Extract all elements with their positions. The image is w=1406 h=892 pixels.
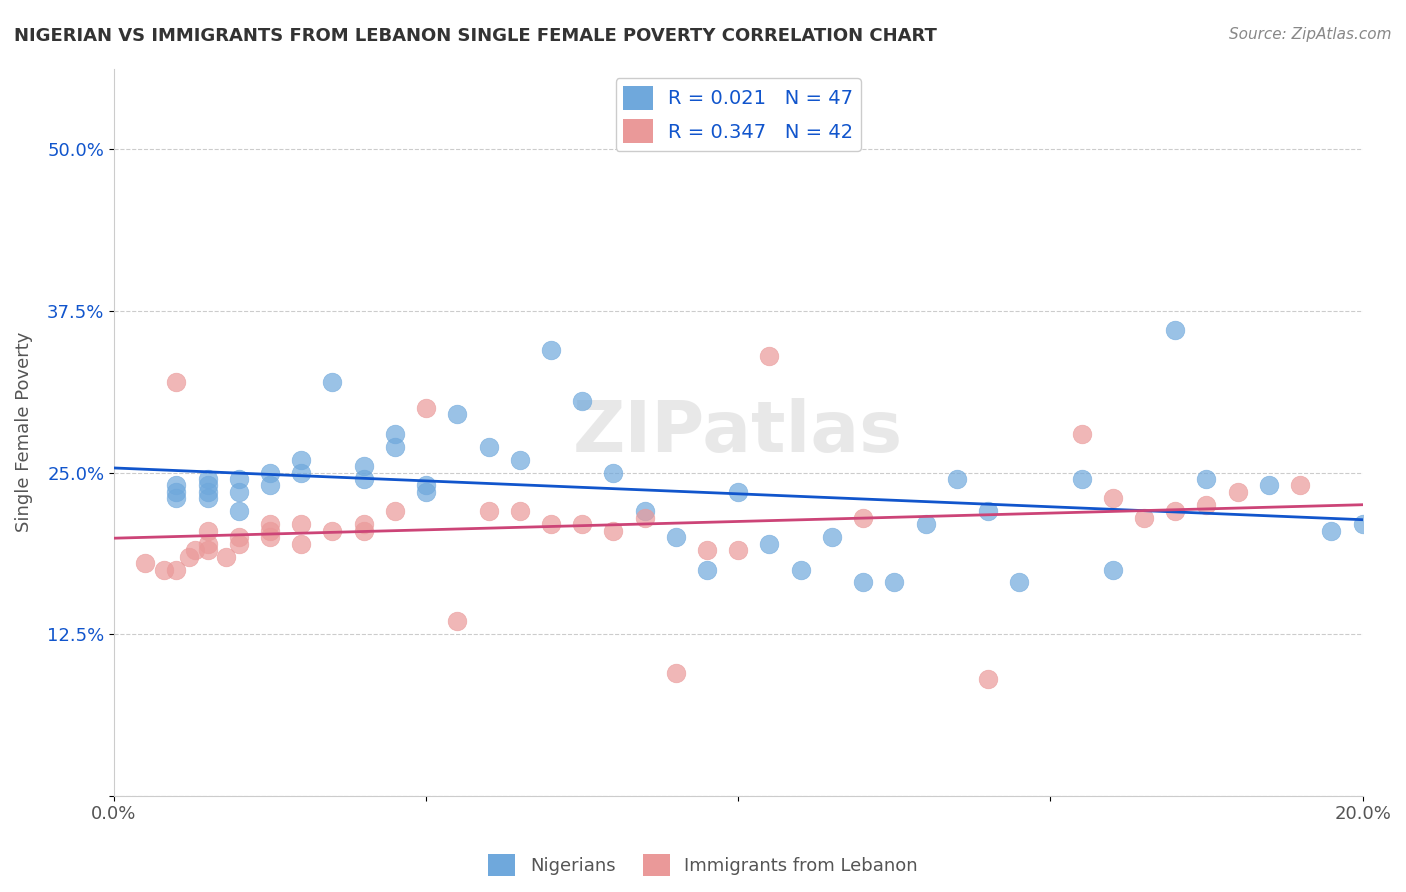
Point: [1070, 426, 1092, 441]
Point: [446, 614, 468, 628]
Point: [477, 440, 499, 454]
Point: [197, 478, 219, 492]
Point: [415, 401, 437, 415]
Point: [353, 472, 375, 486]
Point: [259, 524, 281, 538]
Point: [977, 673, 1000, 687]
Point: [665, 665, 688, 680]
Point: [852, 575, 875, 590]
Point: [197, 524, 219, 538]
Point: [1164, 323, 1187, 337]
Text: Source: ZipAtlas.com: Source: ZipAtlas.com: [1229, 27, 1392, 42]
Point: [727, 543, 749, 558]
Point: [197, 491, 219, 506]
Point: [177, 549, 200, 564]
Point: [290, 517, 312, 532]
Point: [696, 543, 718, 558]
Point: [228, 504, 250, 518]
Point: [727, 484, 749, 499]
Point: [290, 452, 312, 467]
Point: [1351, 517, 1374, 532]
Point: [1195, 472, 1218, 486]
Point: [321, 524, 343, 538]
Point: [1226, 484, 1249, 499]
Point: [415, 484, 437, 499]
Point: [384, 426, 406, 441]
Point: [789, 562, 811, 576]
Point: [134, 556, 156, 570]
Legend: R = 0.021   N = 47, R = 0.347   N = 42: R = 0.021 N = 47, R = 0.347 N = 42: [616, 78, 860, 151]
Point: [197, 484, 219, 499]
Point: [415, 478, 437, 492]
Point: [540, 343, 562, 357]
Point: [259, 517, 281, 532]
Point: [1101, 562, 1123, 576]
Point: [384, 440, 406, 454]
Point: [571, 394, 593, 409]
Point: [509, 504, 531, 518]
Point: [228, 530, 250, 544]
Point: [353, 517, 375, 532]
Point: [571, 517, 593, 532]
Y-axis label: Single Female Poverty: Single Female Poverty: [15, 332, 32, 533]
Point: [602, 466, 624, 480]
Point: [1164, 504, 1187, 518]
Point: [477, 504, 499, 518]
Point: [883, 575, 905, 590]
Point: [977, 504, 1000, 518]
Point: [509, 452, 531, 467]
Point: [384, 504, 406, 518]
Point: [321, 375, 343, 389]
Point: [1070, 472, 1092, 486]
Point: [540, 517, 562, 532]
Point: [665, 530, 688, 544]
Point: [1195, 498, 1218, 512]
Point: [184, 543, 207, 558]
Point: [633, 510, 655, 524]
Point: [1133, 510, 1156, 524]
Point: [165, 375, 187, 389]
Point: [353, 524, 375, 538]
Point: [353, 459, 375, 474]
Point: [215, 549, 238, 564]
Point: [602, 524, 624, 538]
Point: [1008, 575, 1031, 590]
Point: [446, 408, 468, 422]
Point: [290, 536, 312, 550]
Point: [165, 478, 187, 492]
Point: [1258, 478, 1281, 492]
Point: [914, 517, 936, 532]
Point: [197, 472, 219, 486]
Point: [165, 484, 187, 499]
Point: [1289, 478, 1312, 492]
Point: [259, 466, 281, 480]
Text: ZIPatlas: ZIPatlas: [574, 398, 903, 467]
Legend: Nigerians, Immigrants from Lebanon: Nigerians, Immigrants from Lebanon: [481, 847, 925, 883]
Point: [290, 466, 312, 480]
Point: [852, 510, 875, 524]
Point: [153, 562, 176, 576]
Point: [821, 530, 844, 544]
Point: [197, 543, 219, 558]
Point: [259, 530, 281, 544]
Point: [228, 536, 250, 550]
Point: [228, 484, 250, 499]
Point: [197, 536, 219, 550]
Text: NIGERIAN VS IMMIGRANTS FROM LEBANON SINGLE FEMALE POVERTY CORRELATION CHART: NIGERIAN VS IMMIGRANTS FROM LEBANON SING…: [14, 27, 936, 45]
Point: [165, 562, 187, 576]
Point: [758, 349, 780, 363]
Point: [633, 504, 655, 518]
Point: [165, 491, 187, 506]
Point: [1101, 491, 1123, 506]
Point: [945, 472, 967, 486]
Point: [228, 472, 250, 486]
Point: [1320, 524, 1343, 538]
Point: [259, 478, 281, 492]
Point: [758, 536, 780, 550]
Point: [696, 562, 718, 576]
